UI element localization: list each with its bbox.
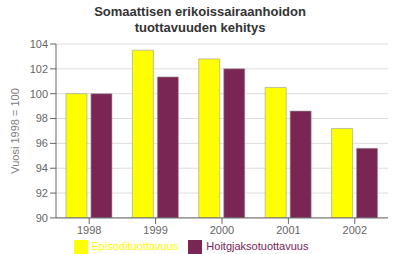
- svg-text:92: 92: [36, 187, 48, 199]
- svg-text:104: 104: [30, 38, 48, 50]
- html-text:tuottavuuden kehitys: tuottavuuden kehitys: [134, 20, 266, 35]
- html-text:Episodituottavuus: Episodituottavuus: [91, 239, 179, 252]
- svg-text:2002: 2002: [343, 224, 367, 236]
- svg-text:94: 94: [36, 162, 48, 174]
- svg-text:1999: 1999: [143, 224, 167, 236]
- svg-text:2001: 2001: [276, 224, 300, 236]
- html-text:Somaattisen erikoissairaanhoid: Somaattisen erikoissairaanhoidon: [94, 4, 306, 19]
- html-text:Hoitgjaksotuottavuus: Hoitgjaksotuottavuus: [206, 239, 309, 252]
- svg-text:1998: 1998: [77, 224, 101, 236]
- svg-text:2000: 2000: [210, 224, 234, 236]
- svg-text:90: 90: [36, 212, 48, 224]
- svg-text:98: 98: [36, 112, 48, 124]
- svg-text:100: 100: [30, 88, 48, 100]
- svg-text:Vuosi 1998 = 100: Vuosi 1998 = 100: [9, 88, 21, 174]
- svg-text:96: 96: [36, 137, 48, 149]
- svg-text:102: 102: [30, 63, 48, 75]
